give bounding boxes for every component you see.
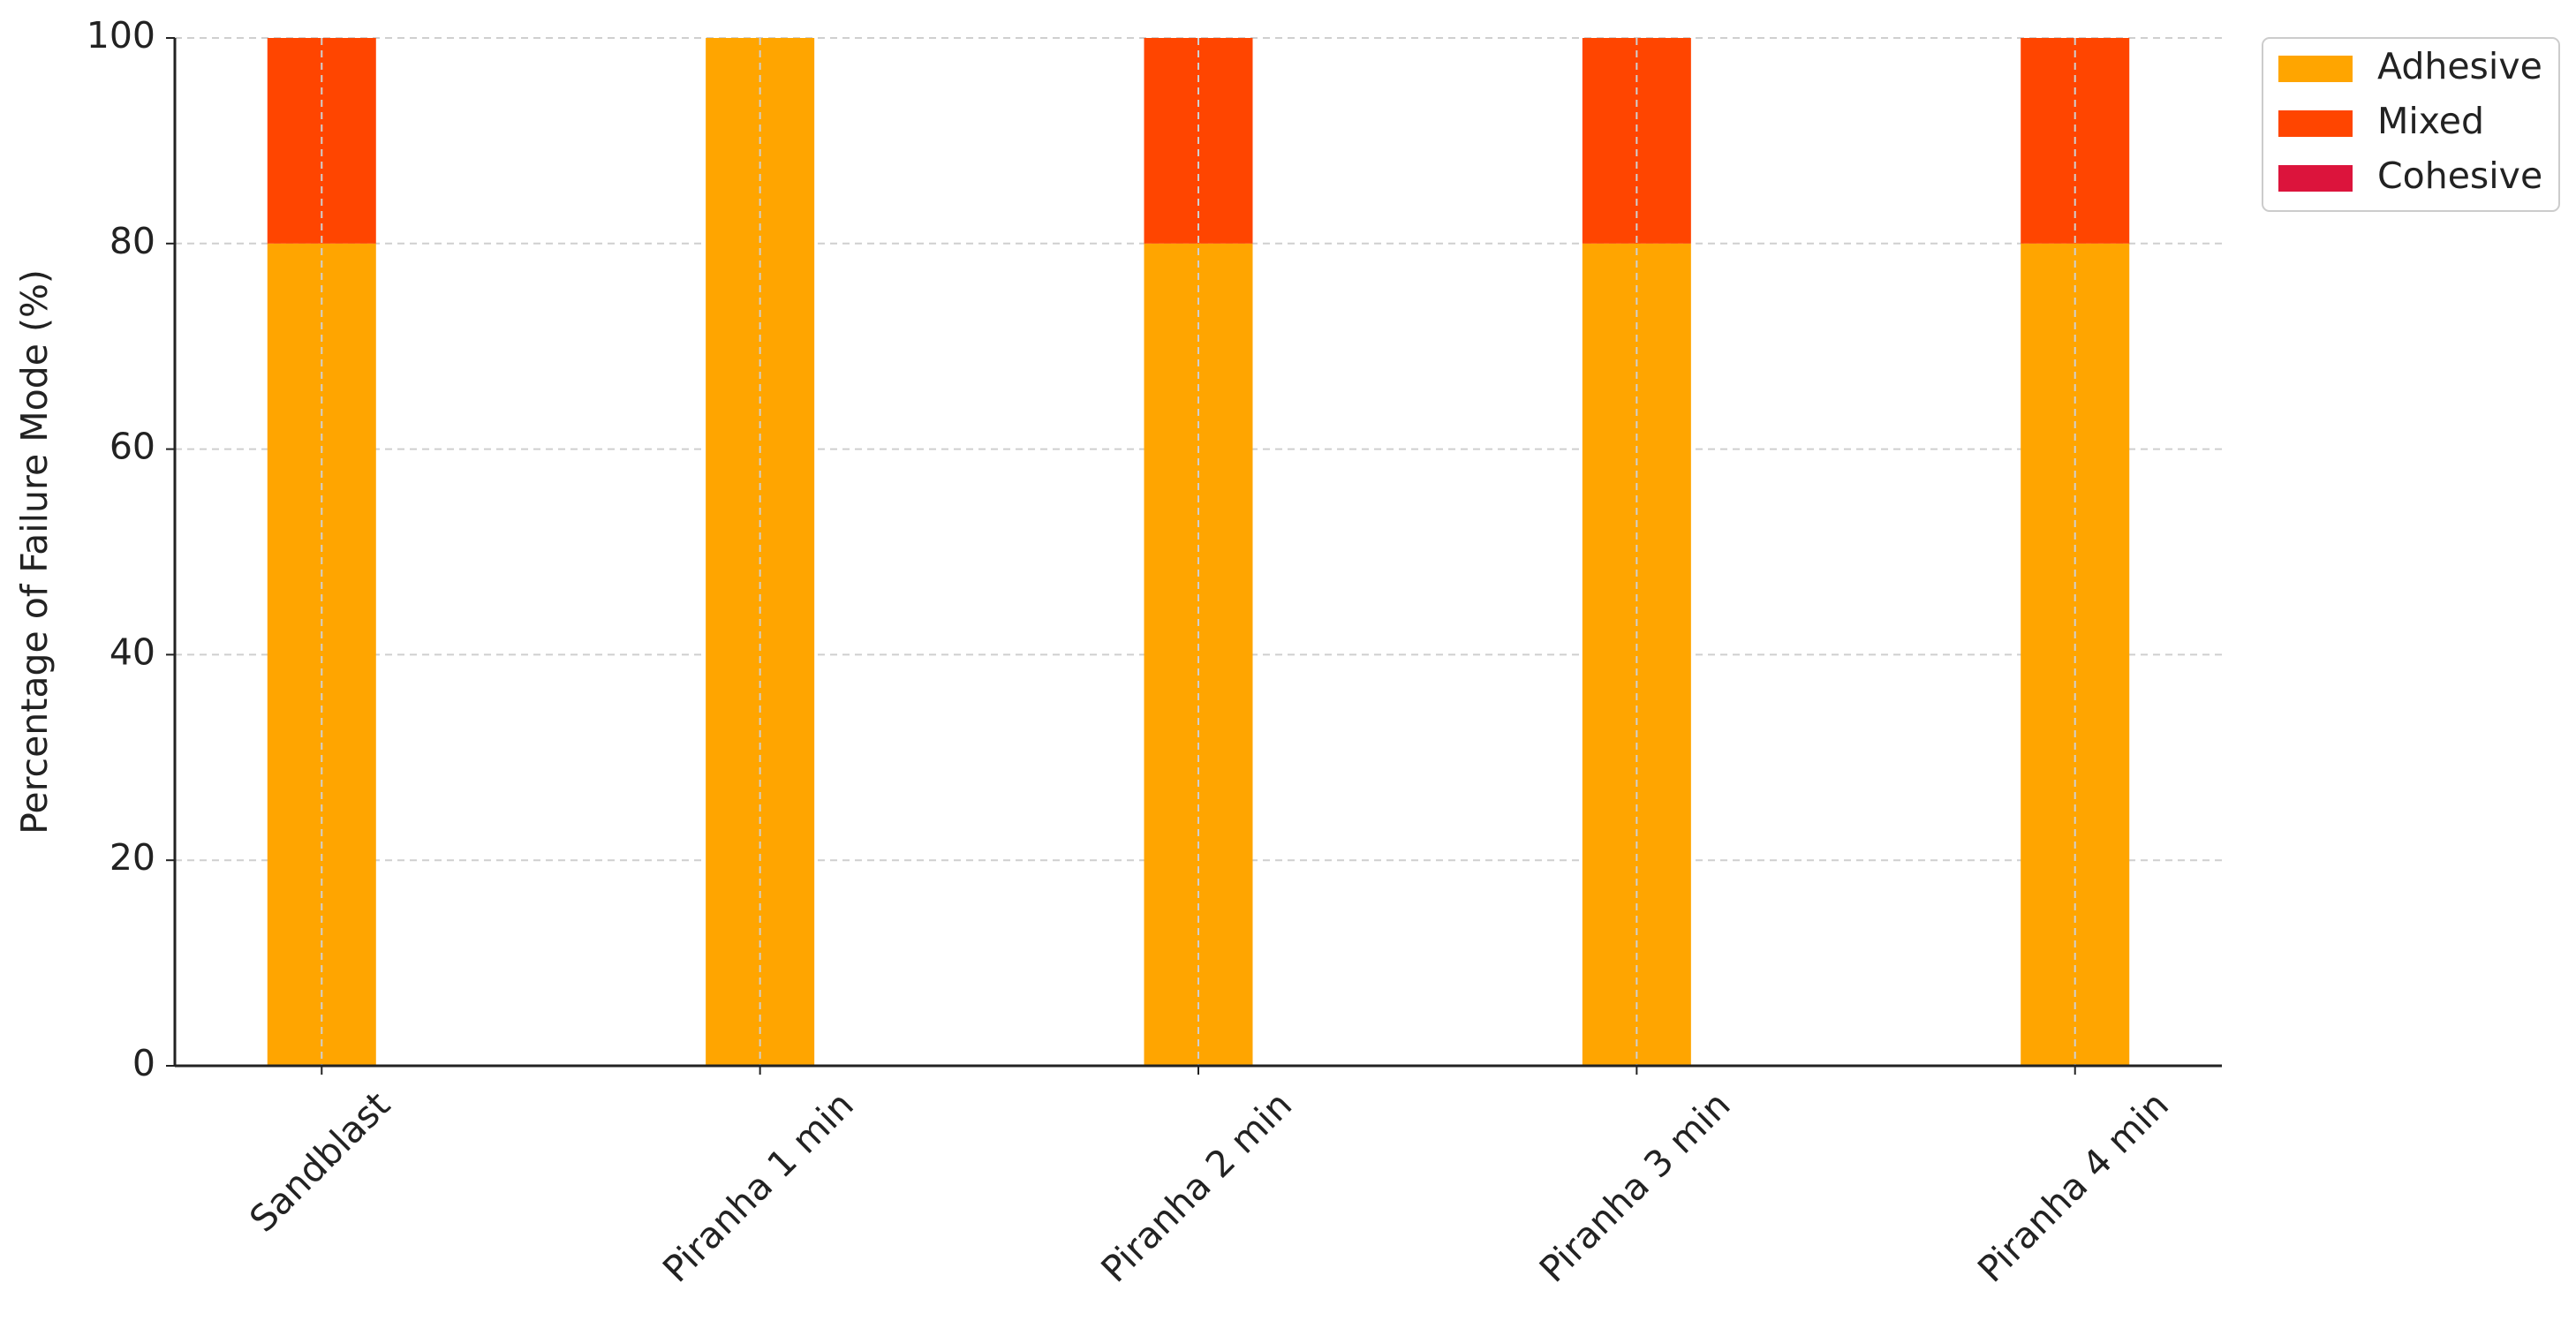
y-tick-label: 60: [110, 426, 155, 468]
legend-swatch: [2278, 165, 2353, 192]
legend-swatch: [2278, 110, 2353, 137]
legend-label: Mixed: [2377, 100, 2484, 142]
x-tick-label: Piranha 1 min: [654, 1083, 862, 1291]
x-tick-label: Sandblast: [241, 1083, 398, 1241]
x-tick-label: Piranha 2 min: [1093, 1083, 1301, 1291]
legend-label: Cohesive: [2377, 155, 2542, 197]
y-axis-label: Percentage of Failure Mode (%): [13, 269, 56, 834]
y-tick-label: 20: [110, 836, 155, 879]
legend-swatch: [2278, 56, 2353, 82]
y-tick-label: 80: [110, 220, 155, 262]
x-tick-label: Piranha 3 min: [1531, 1083, 1739, 1291]
x-tick-label: Piranha 4 min: [1969, 1083, 2177, 1291]
y-tick-label: 40: [110, 630, 155, 673]
legend-label: Adhesive: [2377, 45, 2542, 87]
y-tick-label: 0: [132, 1042, 155, 1084]
y-tick-label: 100: [87, 14, 155, 57]
